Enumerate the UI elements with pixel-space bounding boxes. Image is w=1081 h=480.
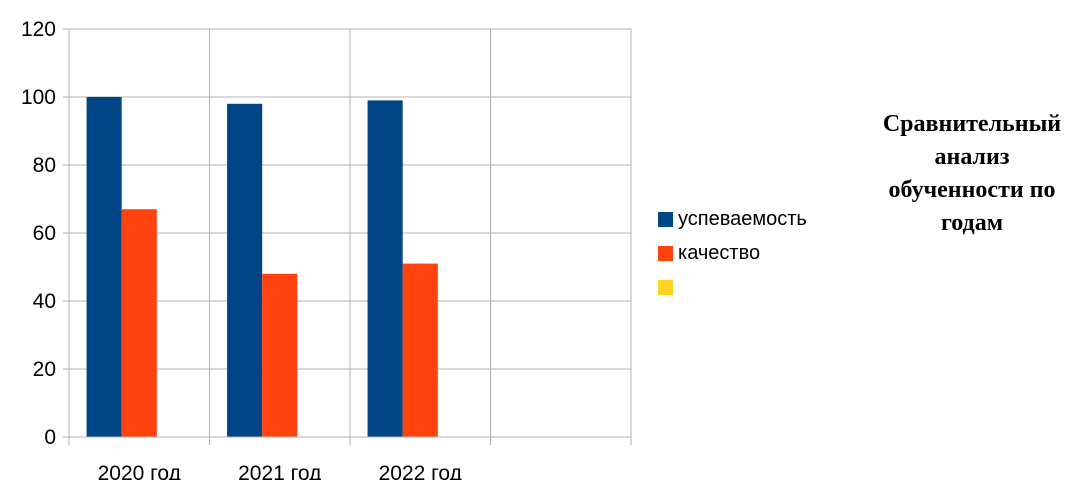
bar-chart: 0 20 40 60 80 100 120 2020 год 2021 год 2022 год	[21, 18, 632, 480]
y-tick-label: 20	[33, 358, 56, 381]
y-tick-label: 100	[21, 86, 56, 109]
y-tick-labels: 0 20 40 60 80 100 120	[21, 18, 56, 449]
legend-item: качество	[658, 236, 807, 270]
x-tick-label: 2022 год	[379, 462, 462, 480]
bar-kachestvo	[402, 263, 438, 437]
legend-item	[658, 270, 807, 304]
bar-uspevaemost	[367, 100, 403, 438]
legend-swatch	[658, 245, 673, 261]
y-tick-label: 120	[21, 18, 56, 41]
legend-item: успеваемость	[658, 202, 807, 236]
bars	[86, 97, 438, 438]
y-tick-label: 0	[44, 426, 56, 449]
bar-kachestvo	[262, 273, 298, 437]
y-tick-label: 60	[33, 222, 56, 245]
legend-swatch	[658, 211, 673, 227]
bar-uspevaemost	[86, 97, 122, 437]
y-tick-label: 80	[33, 154, 56, 177]
y-tick-label: 40	[33, 290, 56, 313]
bar-uspevaemost	[227, 103, 263, 438]
legend-swatch	[658, 279, 673, 295]
legend-label: успеваемость	[678, 207, 807, 230]
gridlines	[68, 28, 632, 445]
legend-label: качество	[678, 241, 761, 264]
axes	[63, 28, 631, 438]
x-tick-label: 2021 год	[238, 462, 321, 480]
chart-title: Сравнительный анализ обученности по года…	[882, 111, 1062, 236]
legend: успеваемость качество	[658, 202, 807, 304]
x-tick-labels: 2020 год 2021 год 2022 год	[98, 462, 462, 480]
bar-kachestvo	[121, 209, 157, 437]
x-tick-label: 2020 год	[98, 462, 181, 480]
